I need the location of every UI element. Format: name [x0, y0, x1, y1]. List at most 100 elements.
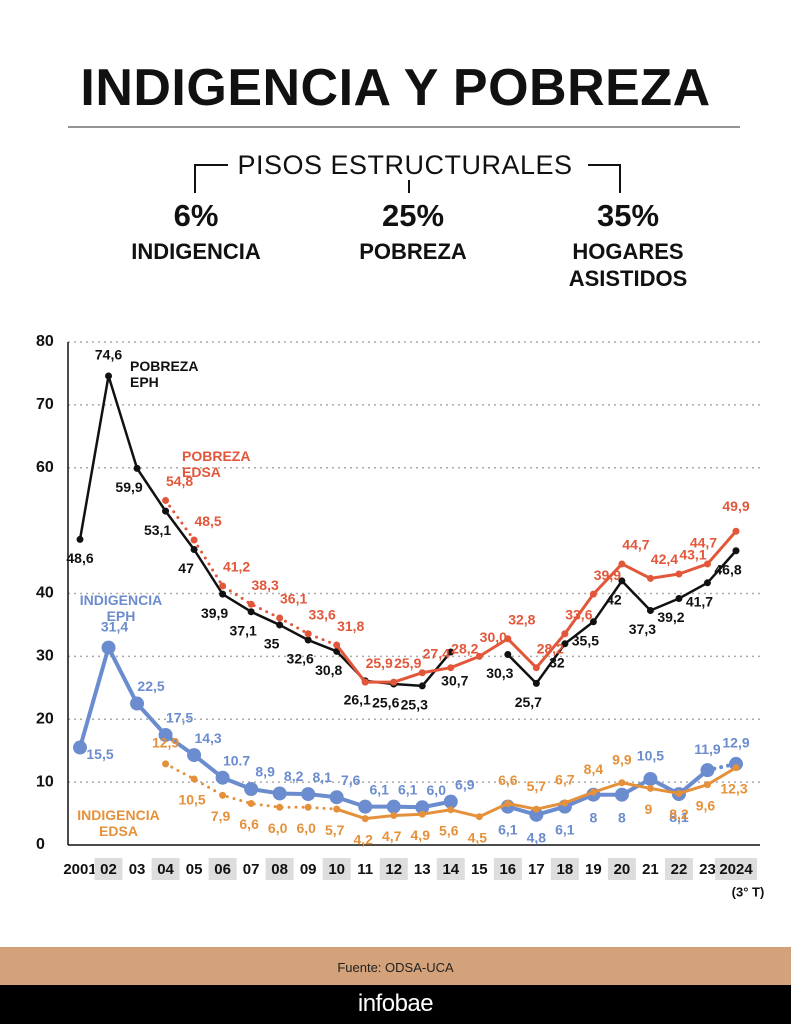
point	[390, 678, 398, 686]
point	[219, 582, 227, 590]
data-label: 26,1	[344, 692, 371, 708]
point	[532, 664, 540, 672]
y-tick-label: 20	[36, 710, 54, 727]
data-label: 49,9	[722, 498, 749, 514]
point	[561, 799, 569, 807]
x-tick-label: 21	[642, 861, 659, 878]
point	[643, 771, 658, 786]
point	[732, 527, 740, 535]
data-label: 8,2	[284, 768, 304, 784]
data-label: 32,8	[508, 611, 535, 627]
data-label: 41,2	[223, 559, 250, 575]
x-tick-label: 20	[614, 861, 631, 878]
data-label: 35	[264, 636, 280, 652]
data-label: 8,1	[669, 809, 689, 825]
point	[618, 577, 626, 585]
data-label: 31,8	[337, 618, 364, 634]
data-label: 9	[645, 801, 653, 817]
data-label: 6,1	[369, 781, 389, 797]
data-label: 25,9	[394, 655, 421, 671]
point	[504, 635, 512, 643]
data-label: 5,6	[439, 822, 459, 838]
data-label: 6,0	[296, 820, 316, 836]
data-label: 6,1	[498, 821, 518, 837]
title: INDIGENCIA Y POBREZA	[80, 59, 711, 117]
data-label: 6,0	[268, 820, 288, 836]
data-label: 54,8	[166, 473, 193, 489]
point	[247, 800, 255, 808]
brand-band	[0, 985, 791, 1024]
point	[646, 784, 654, 792]
data-label: 12,3	[720, 780, 747, 796]
point	[418, 810, 426, 818]
point	[504, 650, 512, 658]
point	[190, 775, 198, 783]
point	[301, 787, 316, 802]
point	[276, 614, 284, 622]
x-tick-label: 2001	[63, 861, 96, 878]
x-tick-label: 10	[328, 861, 345, 878]
point	[333, 805, 341, 813]
point	[532, 805, 540, 813]
data-label: 39,9	[594, 567, 621, 583]
x-label-box	[550, 858, 579, 880]
data-label: 8,4	[584, 761, 604, 777]
y-tick-label: 70	[36, 396, 54, 413]
data-label: 4,7	[382, 828, 402, 844]
point	[732, 547, 740, 555]
y-tick-label: 10	[36, 773, 54, 790]
point	[475, 652, 483, 660]
point	[244, 782, 259, 797]
data-label: 10.7	[223, 752, 250, 768]
data-label: 48,5	[194, 513, 221, 529]
x-tick-label: 19	[585, 861, 602, 878]
data-label: 4,5	[468, 829, 488, 845]
data-label: 39,9	[201, 605, 228, 621]
data-label: 6,7	[555, 772, 575, 788]
data-label: 46,8	[714, 561, 741, 577]
point	[162, 760, 170, 768]
data-label: 47	[178, 560, 194, 576]
data-label: 8	[589, 809, 597, 825]
data-label: 25,3	[401, 697, 428, 713]
point	[386, 799, 401, 814]
point	[443, 794, 458, 809]
data-label: 25,9	[366, 655, 393, 671]
point	[390, 811, 398, 819]
point	[158, 727, 173, 742]
data-label: 32,6	[287, 651, 314, 667]
x-label-box	[322, 858, 351, 880]
point	[475, 813, 483, 821]
data-label: 22,5	[137, 678, 164, 694]
point	[76, 535, 84, 543]
y-tick-label: 30	[36, 648, 54, 665]
point	[732, 764, 740, 772]
data-label: 44,7	[690, 535, 717, 551]
x-label-box	[436, 858, 465, 880]
point	[130, 696, 145, 711]
source-band	[0, 947, 791, 986]
point	[418, 682, 426, 690]
x-tick-label: 14	[442, 861, 459, 878]
point	[247, 608, 255, 616]
stat-label: HOGARES ASISTIDOS	[568, 239, 688, 291]
data-label: 41,7	[686, 594, 713, 610]
point	[190, 545, 198, 553]
point	[361, 815, 369, 823]
data-label: 30,8	[315, 662, 342, 678]
data-label: 43,1	[679, 547, 706, 563]
x-tick-label: 02	[100, 861, 117, 878]
data-label: 8,9	[255, 764, 275, 780]
y-tick-label: 80	[36, 333, 54, 350]
x-label-box	[151, 858, 180, 880]
x-tick-label: 08	[271, 861, 288, 878]
point	[215, 770, 230, 785]
series-line	[506, 549, 738, 685]
data-label: 12,9	[722, 735, 749, 751]
point	[589, 590, 597, 598]
data-label: 5,7	[325, 822, 345, 838]
point	[529, 807, 544, 822]
data-label: 25,6	[372, 695, 399, 711]
data-label: 33,6	[565, 606, 592, 622]
